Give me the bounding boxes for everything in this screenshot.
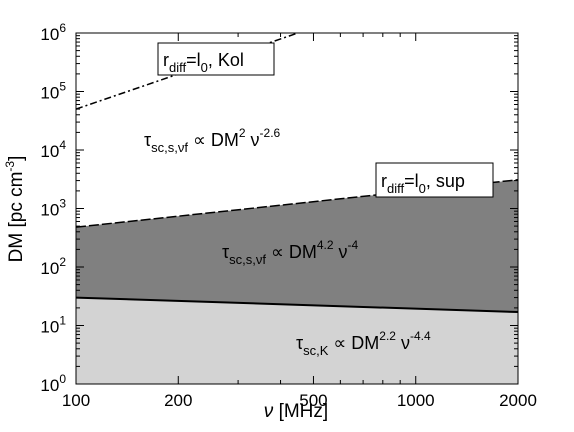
annotation-bottom-region: τsc,K ∝ DM2.2 ν-4.4 — [296, 329, 431, 358]
y-tick-label: 101 — [40, 314, 66, 337]
y-tick-label: 104 — [40, 138, 66, 161]
plot-frame — [75, 32, 519, 385]
label-box-sup — [375, 162, 494, 198]
region-light-kolmogorov — [76, 297, 518, 384]
annotation-mid-region: τsc,s,νf ∝ DM4.2 ν-4 — [222, 238, 359, 267]
y-tick-label: 105 — [40, 80, 66, 103]
annotation-top-region: τsc,s,νf ∝ DM2 ν-2.6 — [144, 126, 281, 155]
boundary-line-lower — [75, 296, 519, 314]
y-tick-label: 102 — [40, 255, 66, 278]
region-dark-supercritical — [76, 179, 518, 313]
x-tick-label: 2000 — [499, 391, 537, 410]
y-tick-label: 106 — [40, 21, 66, 44]
label-box-kol — [157, 42, 275, 76]
x-axis-label: ν [MHz] — [264, 401, 328, 422]
y-tick-label: 100 — [40, 372, 66, 395]
y-tick-label: 103 — [40, 197, 66, 220]
line-label-sup: rdiff=l0, sup — [381, 171, 465, 196]
x-tick-label: 1000 — [397, 391, 435, 410]
x-tick-label: 500 — [299, 391, 327, 410]
x-tick-label: 200 — [164, 391, 192, 410]
line-label-kol: rdiff=l0, Kol — [163, 50, 244, 75]
y-axis-label: DM [pc cm-3] — [3, 156, 27, 263]
x-tick-label: 100 — [62, 391, 90, 410]
